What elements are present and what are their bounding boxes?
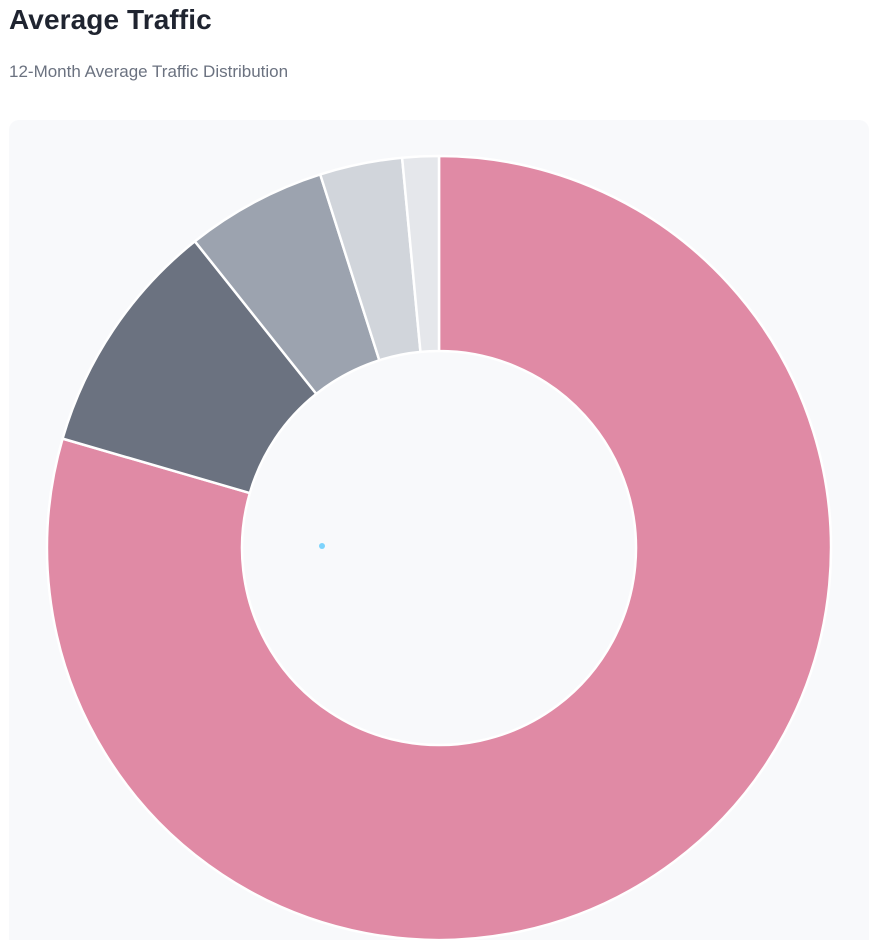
page-title: Average Traffic — [9, 4, 212, 35]
chart-card — [9, 120, 869, 940]
donut-chart — [45, 154, 833, 940]
page-subtitle: 12-Month Average Traffic Distribution — [9, 62, 289, 81]
donut-slice-1[interactable] — [45, 154, 833, 940]
donut-slice-5[interactable] — [400, 154, 441, 354]
center-indicator-dot — [319, 543, 325, 549]
